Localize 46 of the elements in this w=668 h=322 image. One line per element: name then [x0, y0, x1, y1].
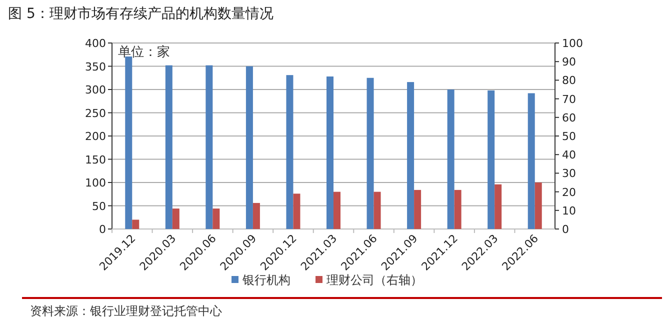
bar	[334, 192, 340, 229]
bar	[212, 208, 220, 229]
text: 资料来源：银行业理财登记托管中心	[30, 304, 222, 318]
y2-tick-label: 0	[562, 223, 569, 236]
bar	[374, 192, 381, 229]
y2-tick-label: 20	[562, 186, 576, 199]
bar	[326, 76, 334, 229]
y2-tick-label: 10	[562, 204, 576, 218]
bar	[125, 56, 132, 229]
y-tick-label: 150	[85, 153, 106, 166]
bar	[407, 82, 414, 229]
bar	[206, 65, 213, 229]
y2-tick-label: 30	[562, 167, 576, 180]
bar	[172, 208, 180, 229]
bar	[488, 90, 495, 229]
y2-tick-label: 70	[562, 92, 576, 106]
bar	[165, 65, 172, 229]
annotation: 单位：家	[118, 44, 170, 60]
chart-title: 图 5：理财市场有存续产品的机构数量情况	[8, 6, 274, 22]
bar	[414, 190, 422, 229]
bar	[132, 220, 140, 229]
y-tick-label: 300	[85, 84, 106, 96]
y2-tick-label: 50	[562, 130, 576, 143]
bar	[454, 190, 462, 229]
bar	[293, 194, 300, 229]
y-tick-label: 350	[85, 60, 106, 74]
y2-tick-label: 80	[562, 74, 576, 88]
bar	[528, 93, 535, 229]
bar	[447, 90, 454, 229]
y-tick-label: 50	[92, 200, 106, 213]
y-tick-label: 400	[85, 37, 106, 50]
bar	[286, 75, 294, 229]
y2-tick-label: 100	[562, 37, 583, 50]
bar	[246, 66, 253, 229]
legend-label: 理财公司（右轴）	[326, 273, 422, 287]
bar	[494, 184, 502, 229]
y2-tick-label: 40	[562, 148, 576, 162]
bar	[366, 78, 374, 229]
y2-tick-label: 90	[562, 56, 576, 69]
y-tick-label: 0	[99, 223, 106, 236]
y-tick-label: 200	[85, 130, 106, 143]
bar	[252, 202, 260, 229]
y-tick-label: 100	[85, 176, 106, 190]
y-tick-label: 250	[85, 106, 106, 120]
legend-label: 银行机构	[242, 273, 290, 287]
y2-tick-label: 60	[562, 111, 576, 124]
